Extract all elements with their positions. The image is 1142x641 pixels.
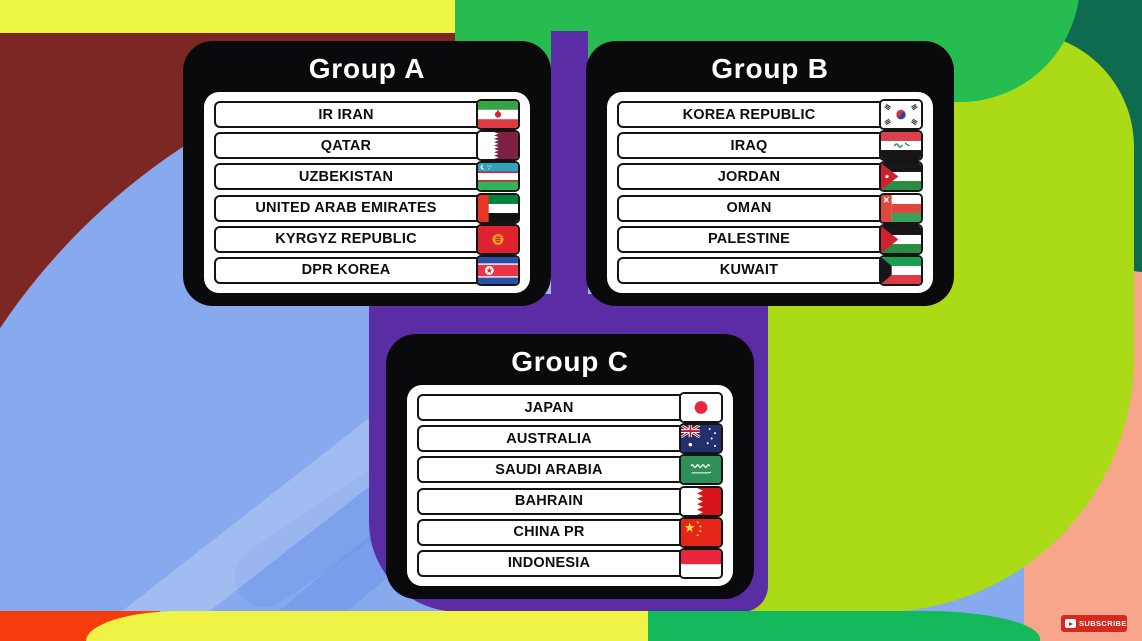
team-row: KYRGYZ REPUBLIC <box>214 223 520 255</box>
team-name: KUWAIT <box>719 262 779 279</box>
flag-iran-icon <box>476 99 520 130</box>
team-row: JAPAN <box>417 392 723 423</box>
team-row: DPR KOREA <box>214 254 520 286</box>
team-name: AUSTRALIA <box>506 430 592 447</box>
flag-indonesia-icon <box>679 547 723 579</box>
flag-jordan-icon <box>879 161 923 193</box>
group-c-panel: JAPAN AUSTRALIA SAUDI ARABIA BAHRAIN <box>407 385 733 586</box>
group-b-panel: KOREA REPUBLIC IRAQ JORDAN OMAN <box>607 92 933 293</box>
team-row: OMAN <box>617 192 923 224</box>
team-name: UZBEKISTAN <box>298 168 394 185</box>
team-row: IR IRAN <box>214 99 520 130</box>
youtube-play-icon <box>1065 619 1076 628</box>
subscribe-button[interactable]: SUBSCRIBE <box>1061 615 1127 632</box>
bg-bottom-yellow-strip <box>86 611 678 641</box>
team-row: IRAQ <box>617 130 923 162</box>
team-name: CHINA PR <box>513 524 585 541</box>
flag-iraq-icon <box>879 130 923 162</box>
flag-uzbekistan-icon <box>476 161 520 193</box>
flag-kuwait-icon <box>879 254 923 286</box>
team-row: AUSTRALIA <box>417 423 723 455</box>
flag-united-arab-emirates-icon <box>476 192 520 224</box>
flag-china-pr-icon <box>679 516 723 548</box>
group-b-card: Group B KOREA REPUBLIC IRAQ JORDAN <box>586 41 954 306</box>
team-name: UNITED ARAB EMIRATES <box>255 200 437 217</box>
flag-australia-icon <box>679 423 723 455</box>
team-row: KOREA REPUBLIC <box>617 99 923 130</box>
team-name: INDONESIA <box>507 555 591 572</box>
group-a-title: Group A <box>308 53 426 84</box>
team-row: INDONESIA <box>417 547 723 579</box>
team-name: BAHRAIN <box>514 493 584 510</box>
bg-top-yellow-strip <box>0 0 478 33</box>
flag-qatar-icon <box>476 130 520 162</box>
flag-kyrgyz-republic-icon <box>476 223 520 255</box>
team-row: QATAR <box>214 130 520 162</box>
flag-saudi-arabia-icon <box>679 454 723 486</box>
group-a-card: Group A IR IRAN QATAR UZBEKISTAN <box>183 41 551 306</box>
team-row: CHINA PR <box>417 516 723 548</box>
group-b-title: Group B <box>711 53 829 84</box>
team-name: KOREA REPUBLIC <box>682 106 816 123</box>
team-row: SAUDI ARABIA <box>417 454 723 486</box>
group-c-card: Group C JAPAN AUSTRALIA SAUDI ARABIA <box>386 334 754 599</box>
group-c-title: Group C <box>511 346 629 377</box>
team-name: JAPAN <box>524 399 574 416</box>
team-name: PALESTINE <box>707 231 791 248</box>
team-name: IRAQ <box>730 137 768 154</box>
team-name: KYRGYZ REPUBLIC <box>275 231 417 248</box>
flag-japan-icon <box>679 392 723 423</box>
flag-bahrain-icon <box>679 485 723 517</box>
team-name: DPR KOREA <box>301 262 391 279</box>
team-row: JORDAN <box>617 161 923 193</box>
team-row: UZBEKISTAN <box>214 161 520 193</box>
team-row: BAHRAIN <box>417 485 723 517</box>
team-name: QATAR <box>320 137 372 154</box>
flag-palestine-icon <box>879 223 923 255</box>
flag-dpr-korea-icon <box>476 254 520 286</box>
team-name: OMAN <box>726 200 772 217</box>
flag-korea-republic-icon <box>879 99 923 130</box>
bg-bottom-green-strip <box>648 611 1040 641</box>
team-name: IR IRAN <box>318 106 374 123</box>
flag-oman-icon <box>879 192 923 224</box>
team-row: KUWAIT <box>617 254 923 286</box>
bg-purple-sliver <box>551 31 588 308</box>
team-row: PALESTINE <box>617 223 923 255</box>
group-a-panel: IR IRAN QATAR UZBEKISTAN UNITED ARAB EMI… <box>204 92 530 293</box>
subscribe-label: SUBSCRIBE <box>1079 618 1127 628</box>
team-row: UNITED ARAB EMIRATES <box>214 192 520 224</box>
team-name: JORDAN <box>717 168 781 185</box>
team-name: SAUDI ARABIA <box>495 461 603 478</box>
